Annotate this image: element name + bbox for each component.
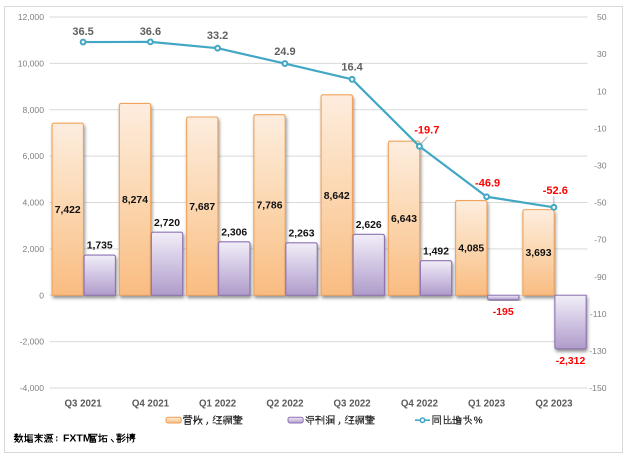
svg-text:-150: -150 <box>589 383 606 393</box>
svg-text:4,085: 4,085 <box>458 244 484 255</box>
svg-text:2,000: 2,000 <box>22 244 44 254</box>
svg-text:33.2: 33.2 <box>207 30 228 42</box>
svg-text:4,000: 4,000 <box>22 198 44 208</box>
svg-text:FXTM: FXTM <box>63 433 92 445</box>
svg-text:Q3 2021: Q3 2021 <box>65 398 103 409</box>
svg-text:-70: -70 <box>594 235 607 245</box>
svg-text:-52.6: -52.6 <box>543 185 568 197</box>
svg-text:-46.9: -46.9 <box>475 177 500 189</box>
svg-text:-90: -90 <box>594 272 607 282</box>
svg-text:7,687: 7,687 <box>189 202 215 213</box>
svg-text:7,422: 7,422 <box>55 205 81 216</box>
svg-text:36.5: 36.5 <box>72 26 93 38</box>
svg-text:8,274: 8,274 <box>122 195 148 206</box>
svg-text:8,000: 8,000 <box>22 105 44 115</box>
svg-text:-4,000: -4,000 <box>20 383 45 393</box>
svg-text:2,263: 2,263 <box>288 229 314 240</box>
svg-text:-110: -110 <box>590 309 607 319</box>
svg-text:8,642: 8,642 <box>324 191 350 202</box>
svg-text:Q1 2023: Q1 2023 <box>468 398 506 409</box>
svg-text:36.6: 36.6 <box>140 26 161 38</box>
svg-text:Q2 2022: Q2 2022 <box>266 398 303 409</box>
svg-text:Q4 2022: Q4 2022 <box>401 398 438 409</box>
svg-text:Q3 2022: Q3 2022 <box>334 398 371 409</box>
svg-text:3,693: 3,693 <box>525 248 551 259</box>
svg-text:Q1 2022: Q1 2022 <box>199 398 236 409</box>
svg-text:-50: -50 <box>594 198 607 208</box>
svg-text:7,786: 7,786 <box>256 201 282 212</box>
svg-text:-10: -10 <box>594 123 607 133</box>
svg-text:24.9: 24.9 <box>274 46 295 58</box>
svg-text:-2,000: -2,000 <box>20 337 45 347</box>
svg-text:-19.7: -19.7 <box>414 124 439 136</box>
svg-text:50: 50 <box>597 12 607 22</box>
svg-text:-2,312: -2,312 <box>556 356 586 367</box>
svg-text:16.4: 16.4 <box>341 62 363 74</box>
svg-text:2,720: 2,720 <box>154 218 180 229</box>
svg-text:10,000: 10,000 <box>18 59 45 69</box>
svg-text:2,626: 2,626 <box>356 220 382 231</box>
svg-text:30: 30 <box>597 49 607 59</box>
svg-text:-30: -30 <box>594 161 607 171</box>
svg-text:%: % <box>474 416 483 427</box>
svg-text:1,492: 1,492 <box>423 246 449 257</box>
svg-text:6,000: 6,000 <box>22 151 44 161</box>
svg-text:6,643: 6,643 <box>391 214 417 225</box>
svg-text:12,000: 12,000 <box>18 12 45 22</box>
svg-text:Q4 2021: Q4 2021 <box>132 398 170 409</box>
svg-text:10: 10 <box>597 86 607 96</box>
svg-text:-130: -130 <box>589 346 606 356</box>
svg-text:1,735: 1,735 <box>87 241 113 252</box>
svg-text:-195: -195 <box>493 307 514 318</box>
svg-text:2,306: 2,306 <box>221 228 247 239</box>
svg-text:Q2 2023: Q2 2023 <box>535 398 573 409</box>
svg-text:0: 0 <box>39 290 44 300</box>
